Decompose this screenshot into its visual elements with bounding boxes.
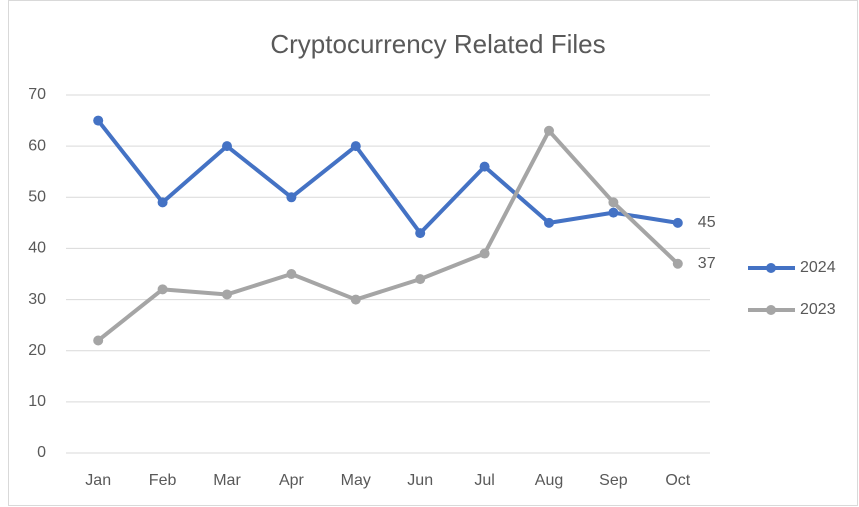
chart-border <box>8 0 858 506</box>
data-point <box>672 258 683 269</box>
data-point <box>608 207 619 218</box>
chart-title: Cryptocurrency Related Files <box>270 29 605 59</box>
x-tick-label: Jun <box>407 472 433 489</box>
data-point <box>157 197 168 208</box>
data-point <box>222 141 232 152</box>
y-tick-label: 40 <box>28 240 46 257</box>
data-point <box>608 197 619 208</box>
x-tick-label: Jul <box>474 472 494 489</box>
data-point <box>415 228 426 239</box>
y-tick-label: 20 <box>28 342 46 359</box>
y-tick-label: 50 <box>28 189 46 206</box>
data-point <box>544 125 554 136</box>
data-label: 37 <box>698 255 716 272</box>
data-point <box>479 161 490 172</box>
data-point <box>93 335 104 346</box>
legend-label: 2023 <box>800 301 836 318</box>
x-tick-label: Feb <box>149 472 177 489</box>
x-tick-label: Jan <box>85 472 111 489</box>
x-tick-label: Sep <box>599 472 628 489</box>
legend-label: 2024 <box>800 259 836 276</box>
y-tick-label: 30 <box>28 291 46 308</box>
data-point <box>286 192 297 203</box>
data-label: 45 <box>698 214 716 231</box>
x-tick-label: Oct <box>665 472 690 489</box>
series-line <box>96 119 679 236</box>
data-point <box>415 274 426 285</box>
data-point <box>222 289 232 300</box>
x-tick-label: Aug <box>535 472 563 489</box>
data-point <box>350 294 361 305</box>
legend-marker <box>766 305 776 315</box>
data-point <box>350 141 361 152</box>
data-point <box>93 115 104 126</box>
data-point <box>157 284 168 295</box>
y-tick-label: 0 <box>37 444 46 461</box>
x-tick-label: Apr <box>279 472 305 489</box>
data-point <box>672 217 683 228</box>
series-line <box>96 128 680 343</box>
data-point <box>479 248 490 259</box>
legend-marker <box>766 263 776 273</box>
x-tick-label: May <box>341 472 371 489</box>
y-tick-label: 70 <box>28 86 46 103</box>
data-point <box>286 269 297 279</box>
y-tick-label: 10 <box>28 393 46 410</box>
x-tick-label: Mar <box>213 472 241 489</box>
y-tick-label: 60 <box>28 137 46 154</box>
data-point <box>544 217 554 228</box>
